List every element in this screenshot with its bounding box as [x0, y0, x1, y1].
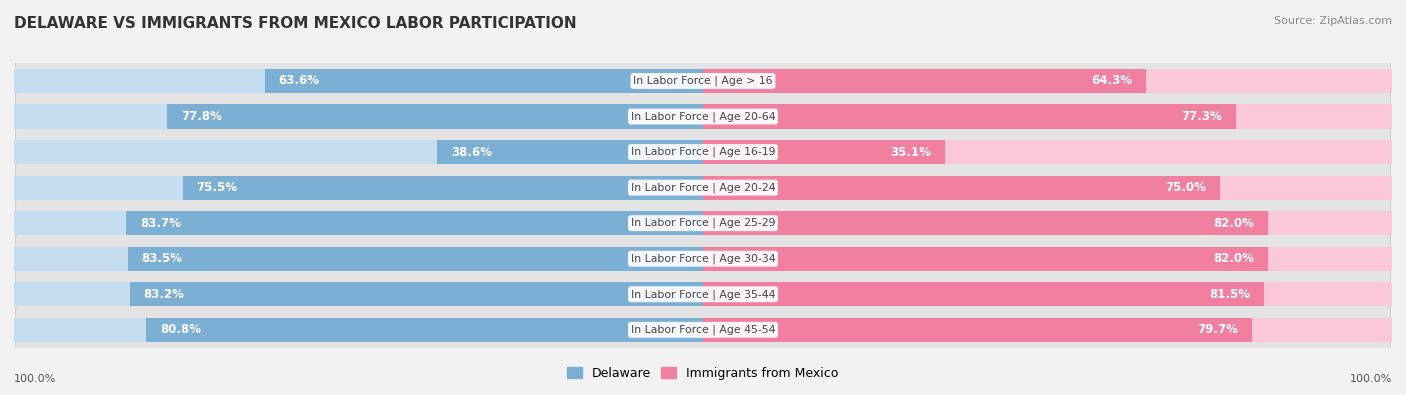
Text: 63.6%: 63.6%	[278, 75, 319, 87]
Text: In Labor Force | Age 45-54: In Labor Force | Age 45-54	[631, 325, 775, 335]
FancyBboxPatch shape	[15, 303, 1391, 356]
Text: 81.5%: 81.5%	[1209, 288, 1251, 301]
Bar	[703, 282, 1392, 307]
Text: 79.7%: 79.7%	[1198, 324, 1239, 336]
Bar	[703, 211, 1268, 235]
Text: 38.6%: 38.6%	[451, 146, 492, 158]
Bar	[437, 140, 703, 164]
Text: 83.5%: 83.5%	[142, 252, 183, 265]
Text: 80.8%: 80.8%	[160, 324, 201, 336]
Bar	[14, 318, 703, 342]
Bar	[703, 175, 1219, 200]
FancyBboxPatch shape	[15, 55, 1391, 107]
Bar	[264, 69, 703, 93]
Text: In Labor Force | Age 20-64: In Labor Force | Age 20-64	[631, 111, 775, 122]
Bar	[703, 318, 1392, 342]
Text: 83.7%: 83.7%	[141, 217, 181, 229]
Bar	[14, 69, 703, 93]
Text: 83.2%: 83.2%	[143, 288, 184, 301]
Bar	[127, 211, 703, 235]
Text: 82.0%: 82.0%	[1213, 217, 1254, 229]
Text: In Labor Force | Age 20-24: In Labor Force | Age 20-24	[631, 182, 775, 193]
Bar	[14, 175, 703, 200]
FancyBboxPatch shape	[15, 197, 1391, 250]
Text: 82.0%: 82.0%	[1213, 252, 1254, 265]
Bar	[703, 140, 1392, 164]
Text: 64.3%: 64.3%	[1091, 75, 1132, 87]
Bar	[703, 104, 1392, 129]
Bar	[703, 211, 1392, 235]
Bar	[703, 318, 1253, 342]
Text: DELAWARE VS IMMIGRANTS FROM MEXICO LABOR PARTICIPATION: DELAWARE VS IMMIGRANTS FROM MEXICO LABOR…	[14, 16, 576, 31]
Text: Source: ZipAtlas.com: Source: ZipAtlas.com	[1274, 16, 1392, 26]
FancyBboxPatch shape	[15, 126, 1391, 179]
Bar	[703, 104, 1236, 129]
Bar	[14, 246, 703, 271]
Bar	[703, 246, 1392, 271]
Bar	[129, 282, 703, 307]
Text: In Labor Force | Age 16-19: In Labor Force | Age 16-19	[631, 147, 775, 157]
Text: 100.0%: 100.0%	[14, 374, 56, 384]
Bar	[703, 140, 945, 164]
Bar	[14, 140, 703, 164]
FancyBboxPatch shape	[15, 232, 1391, 285]
Bar	[128, 246, 703, 271]
Text: 75.0%: 75.0%	[1166, 181, 1206, 194]
Text: In Labor Force | Age 35-44: In Labor Force | Age 35-44	[631, 289, 775, 299]
Text: In Labor Force | Age > 16: In Labor Force | Age > 16	[633, 76, 773, 86]
Text: 77.8%: 77.8%	[181, 110, 222, 123]
Bar	[703, 69, 1392, 93]
Bar	[703, 246, 1268, 271]
Text: 75.5%: 75.5%	[197, 181, 238, 194]
Text: 77.3%: 77.3%	[1181, 110, 1222, 123]
Bar	[703, 69, 1146, 93]
Bar	[167, 104, 703, 129]
Text: 100.0%: 100.0%	[1350, 374, 1392, 384]
FancyBboxPatch shape	[15, 161, 1391, 214]
Text: 35.1%: 35.1%	[890, 146, 931, 158]
Bar	[14, 282, 703, 307]
FancyBboxPatch shape	[15, 90, 1391, 143]
Text: In Labor Force | Age 25-29: In Labor Force | Age 25-29	[631, 218, 775, 228]
Bar	[146, 318, 703, 342]
Bar	[183, 175, 703, 200]
FancyBboxPatch shape	[15, 268, 1391, 321]
Bar	[703, 282, 1264, 307]
Bar	[14, 211, 703, 235]
Text: In Labor Force | Age 30-34: In Labor Force | Age 30-34	[631, 254, 775, 264]
Legend: Delaware, Immigrants from Mexico: Delaware, Immigrants from Mexico	[562, 362, 844, 385]
Bar	[14, 104, 703, 129]
Bar	[703, 175, 1392, 200]
